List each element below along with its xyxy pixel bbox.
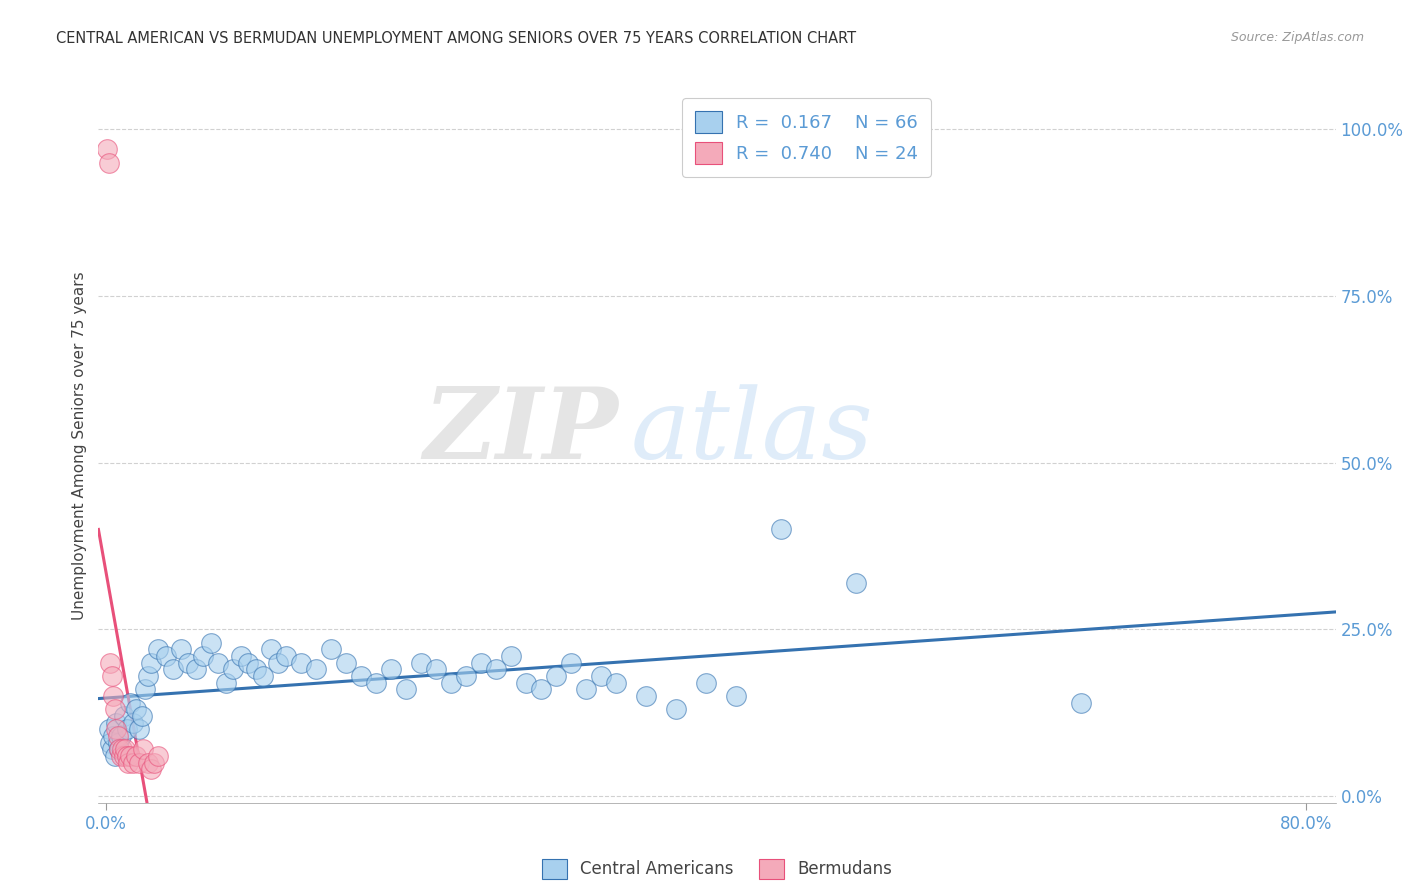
Point (319, 642, 342, 657)
Point (193, 649, 215, 664)
Point (229, 649, 252, 664)
Point (139, 763, 162, 777)
Point (128, 723, 150, 737)
Point (724, 689, 747, 703)
Point (115, 723, 138, 737)
Point (530, 682, 553, 697)
Point (104, 749, 127, 764)
Point (134, 682, 156, 697)
Point (350, 669, 373, 683)
Point (380, 662, 402, 676)
Point (162, 662, 184, 676)
Point (589, 669, 612, 683)
Point (769, 522, 792, 536)
Point (440, 675, 463, 690)
Point (454, 669, 477, 683)
Point (136, 756, 159, 770)
Point (499, 649, 522, 664)
Point (470, 656, 492, 670)
Point (105, 723, 128, 737)
Point (200, 636, 222, 650)
Point (122, 756, 145, 770)
Point (238, 656, 260, 670)
Point (245, 662, 267, 676)
Point (111, 742, 134, 756)
Point (305, 662, 328, 676)
Point (110, 749, 132, 764)
Point (103, 689, 125, 703)
Point (544, 669, 567, 683)
Point (103, 729, 125, 743)
Point (125, 749, 148, 764)
Point (560, 656, 582, 670)
Point (485, 662, 508, 676)
Text: CENTRAL AMERICAN VS BERMUDAN UNEMPLOYMENT AMONG SENIORS OVER 75 YEARS CORRELATIO: CENTRAL AMERICAN VS BERMUDAN UNEMPLOYMEN… (56, 31, 856, 46)
Point (170, 642, 193, 657)
Point (605, 675, 627, 690)
Text: ZIP: ZIP (423, 384, 619, 480)
Point (128, 756, 150, 770)
Y-axis label: Unemployment Among Seniors over 75 years: Unemployment Among Seniors over 75 years (72, 272, 87, 620)
Point (100, 736, 122, 750)
Point (364, 675, 387, 690)
Point (104, 702, 127, 716)
Point (97, 723, 120, 737)
Point (845, 575, 868, 590)
Point (107, 729, 129, 743)
Point (112, 749, 135, 764)
Point (177, 656, 200, 670)
Point (118, 696, 141, 710)
Point (148, 642, 170, 657)
Point (136, 669, 159, 683)
Point (274, 649, 297, 664)
Legend: Central Americans, Bermudans: Central Americans, Bermudans (534, 850, 900, 888)
Point (207, 656, 229, 670)
Point (108, 742, 131, 756)
Point (107, 736, 129, 750)
Point (97, 155, 120, 169)
Point (142, 756, 165, 770)
Point (252, 669, 274, 683)
Point (139, 656, 162, 670)
Point (114, 742, 136, 756)
Point (125, 702, 148, 716)
Point (132, 742, 155, 756)
Point (184, 662, 207, 676)
Text: atlas: atlas (630, 384, 873, 479)
Text: Source: ZipAtlas.com: Source: ZipAtlas.com (1230, 31, 1364, 45)
Point (117, 756, 139, 770)
Point (515, 675, 537, 690)
Point (105, 715, 128, 730)
Point (100, 656, 122, 670)
Point (101, 669, 124, 683)
Point (148, 749, 170, 764)
Point (290, 656, 312, 670)
Point (122, 715, 145, 730)
Point (112, 709, 135, 723)
Point (575, 682, 598, 697)
Point (101, 742, 124, 756)
Point (335, 656, 357, 670)
Point (260, 642, 283, 657)
Point (110, 729, 132, 743)
Point (108, 742, 131, 756)
Point (395, 682, 418, 697)
Point (215, 675, 238, 690)
Point (267, 656, 290, 670)
Point (695, 675, 717, 690)
Point (131, 709, 153, 723)
Point (665, 702, 688, 716)
Point (1070, 696, 1092, 710)
Point (425, 662, 447, 676)
Point (155, 649, 177, 664)
Point (222, 662, 245, 676)
Point (634, 689, 657, 703)
Point (409, 656, 432, 670)
Point (96, 142, 118, 156)
Point (115, 749, 138, 764)
Point (118, 749, 141, 764)
